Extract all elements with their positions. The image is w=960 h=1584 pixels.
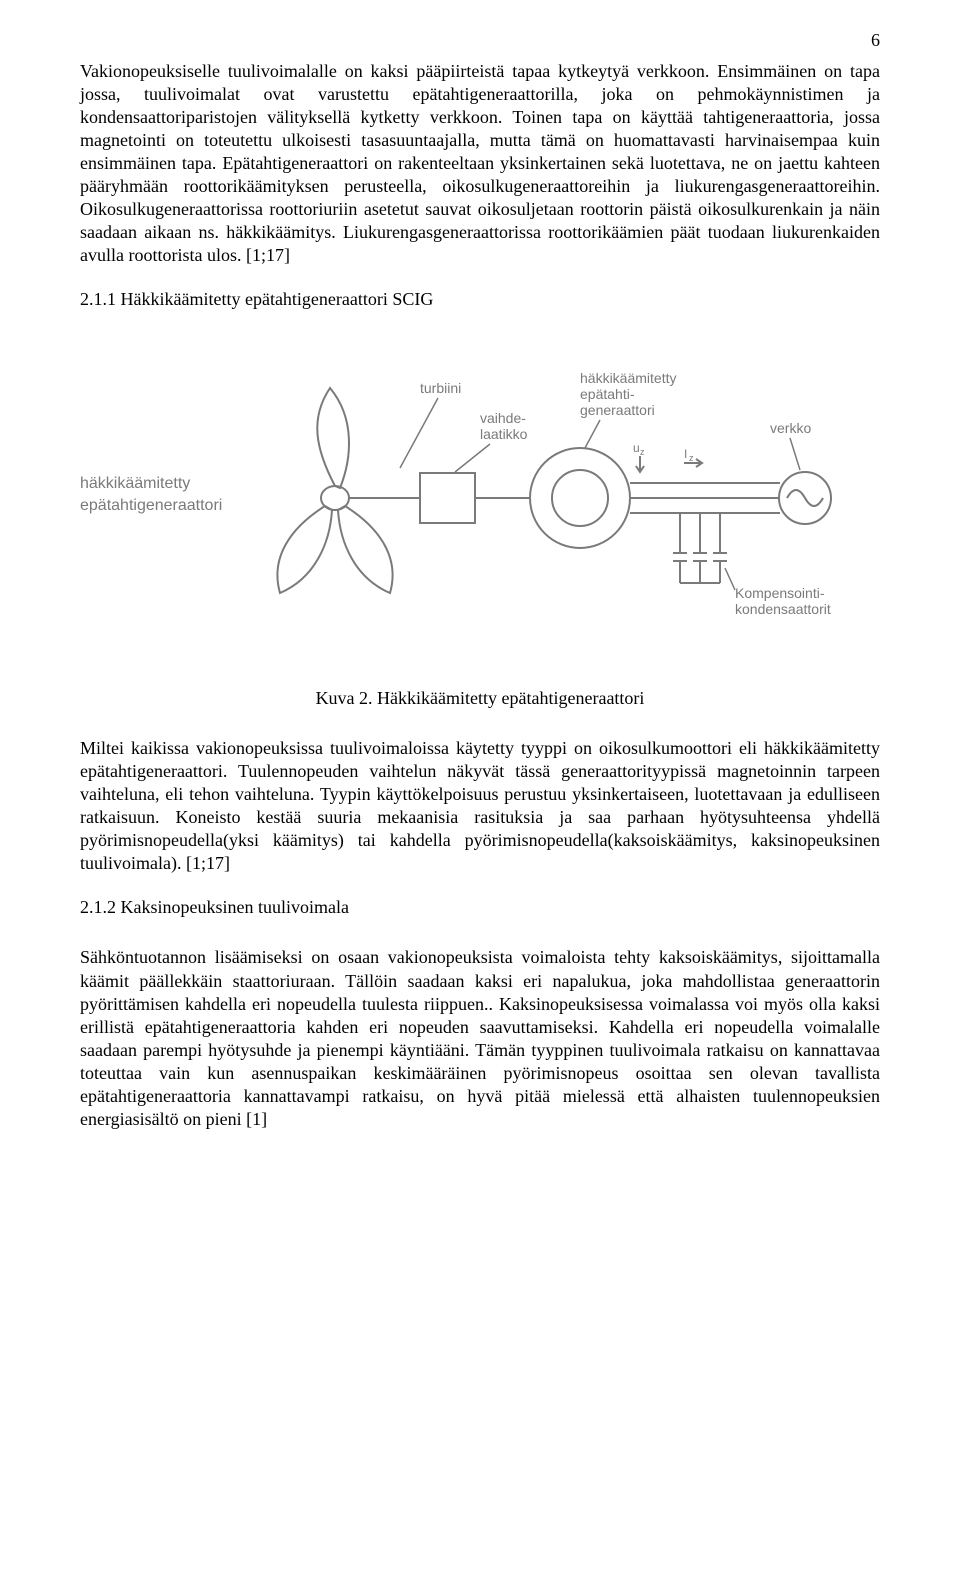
diagram-side-label-1: häkkikäämitetty bbox=[80, 475, 190, 492]
paragraph-3: Sähköntuotannon lisäämiseksi on osaan va… bbox=[80, 946, 880, 1130]
label-komp-1: Kompensointi- bbox=[735, 585, 825, 601]
label-i: I bbox=[684, 447, 687, 461]
figure-2: häkkikäämitetty epätahtigeneraattori bbox=[80, 338, 880, 658]
label-turbiini: turbiini bbox=[420, 380, 461, 396]
page-number: 6 bbox=[871, 30, 880, 51]
label-vaihde-1: vaihde- bbox=[480, 410, 526, 426]
generator-diagram-icon: häkkikäämitetty epätahtigeneraattori bbox=[80, 338, 880, 658]
label-verkko: verkko bbox=[770, 420, 811, 436]
diagram-body: turbiini vaihde- laatikko häkkikäämitett… bbox=[277, 370, 831, 617]
label-gen-1: häkkikäämitetty bbox=[580, 370, 676, 386]
label-u-sub: z bbox=[640, 447, 645, 457]
label-gen-3: generaattori bbox=[580, 402, 655, 418]
label-i-sub: z bbox=[689, 453, 694, 463]
paragraph-1: Vakionopeuksiselle tuulivoimalalle on ka… bbox=[80, 60, 880, 267]
figure-2-caption: Kuva 2. Häkkikäämitetty epätahtigeneraat… bbox=[80, 688, 880, 709]
paragraph-2: Miltei kaikissa vakionopeuksissa tuulivo… bbox=[80, 737, 880, 875]
diagram-side-label-2: epätahtigeneraattori bbox=[80, 497, 222, 514]
heading-2-1-1: 2.1.1 Häkkikäämitetty epätahtigeneraatto… bbox=[80, 289, 880, 310]
label-u: u bbox=[633, 441, 640, 455]
label-vaihde-2: laatikko bbox=[480, 426, 528, 442]
label-komp-2: kondensaattorit bbox=[735, 601, 831, 617]
label-gen-2: epätahti- bbox=[580, 386, 635, 402]
heading-2-1-2: 2.1.2 Kaksinopeuksinen tuulivoimala bbox=[80, 897, 880, 918]
page: 6 Vakionopeuksiselle tuulivoimalalle on … bbox=[0, 0, 960, 1584]
